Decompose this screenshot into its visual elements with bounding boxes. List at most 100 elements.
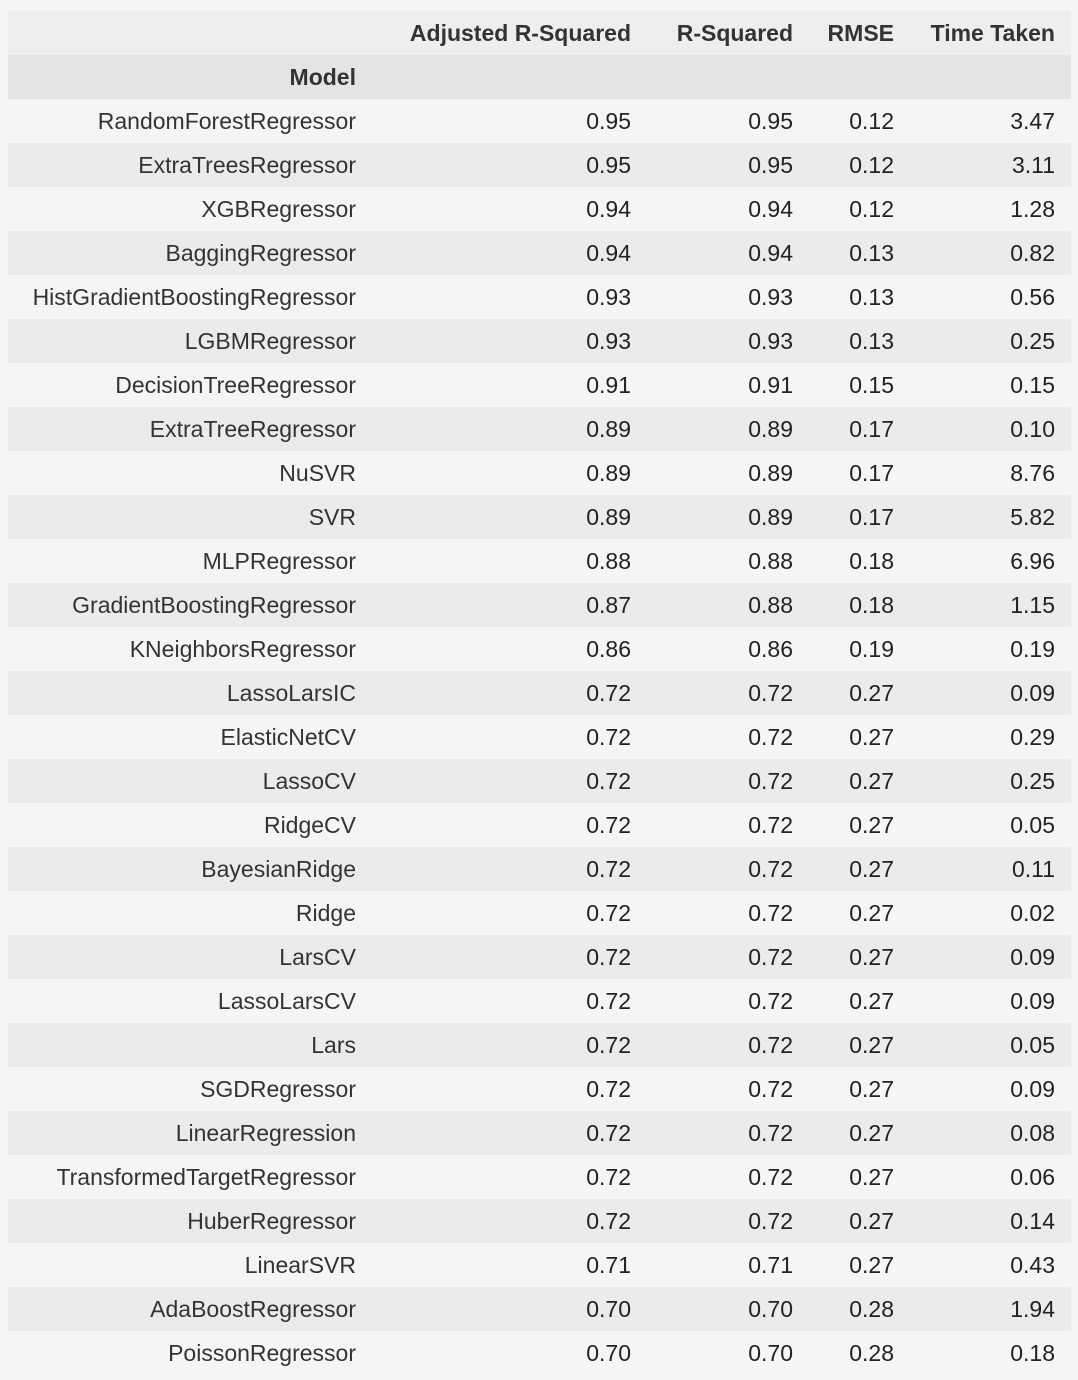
rmse-cell: 0.27 xyxy=(849,855,894,882)
table-row: LassoLarsIC 0.72 0.72 0.27 0.09 xyxy=(8,671,1071,715)
adjusted-r-squared-cell: 0.94 xyxy=(586,239,631,266)
rmse-cell: 0.12 xyxy=(849,151,894,178)
adjusted-r-squared-cell: 0.70 xyxy=(586,1339,631,1366)
time-taken-cell: 0.02 xyxy=(1010,899,1055,926)
time-taken-cell: 0.09 xyxy=(1010,987,1055,1014)
blank-header-cell xyxy=(894,55,1071,99)
time-taken-cell: 3.11 xyxy=(1011,151,1055,178)
model-name-cell: MLPRegressor xyxy=(202,547,356,574)
adjusted-r-squared-cell: 0.72 xyxy=(586,1031,631,1058)
rmse-cell: 0.28 xyxy=(849,1339,894,1366)
model-name-cell: LassoLarsCV xyxy=(217,987,356,1014)
r-squared-cell: 0.89 xyxy=(748,459,793,486)
time-taken-cell: 0.43 xyxy=(1010,1251,1055,1278)
blank-header-cell xyxy=(793,55,894,99)
model-name-cell: ExtraTreeRegressor xyxy=(149,415,356,442)
r-squared-cell: 0.72 xyxy=(748,1163,793,1190)
column-header-time-taken: Time Taken xyxy=(894,11,1071,55)
table-row: BayesianRidge 0.72 0.72 0.27 0.11 xyxy=(8,847,1071,891)
table-row: LinearRegression 0.72 0.72 0.27 0.08 xyxy=(8,1111,1071,1155)
table-row: RandomForestRegressor 0.95 0.95 0.12 3.47 xyxy=(8,99,1071,143)
rmse-cell: 0.27 xyxy=(849,723,894,750)
blank-header-cell xyxy=(631,55,793,99)
r-squared-cell: 0.89 xyxy=(748,503,793,530)
r-squared-cell: 0.89 xyxy=(748,415,793,442)
adjusted-r-squared-cell: 0.72 xyxy=(586,1119,631,1146)
table-row: NuSVR 0.89 0.89 0.17 8.76 xyxy=(8,451,1071,495)
rmse-cell: 0.27 xyxy=(849,679,894,706)
table-row: MLPRegressor 0.88 0.88 0.18 6.96 xyxy=(8,539,1071,583)
table-row: HistGradientBoostingRegressor 0.93 0.93 0.1… xyxy=(8,275,1071,319)
table-header: Adjusted R-Squared R-Squared RMSE Time T… xyxy=(8,11,1071,99)
adjusted-r-squared-cell: 0.72 xyxy=(586,943,631,970)
table-row: LGBMRegressor 0.93 0.93 0.13 0.25 xyxy=(8,319,1071,363)
rmse-cell: 0.27 xyxy=(849,1119,894,1146)
r-squared-cell: 0.70 xyxy=(748,1339,793,1366)
rmse-cell: 0.27 xyxy=(849,943,894,970)
table-row: AdaBoostRegressor 0.70 0.70 0.28 1.94 xyxy=(8,1287,1071,1331)
time-taken-cell: 0.05 xyxy=(1010,1031,1055,1058)
column-header-adjusted-r-squared: Adjusted R-Squared xyxy=(356,11,631,55)
table-row: KNeighborsRegressor 0.86 0.86 0.19 0.19 xyxy=(8,627,1071,671)
table-row: Lars 0.72 0.72 0.27 0.05 xyxy=(8,1023,1071,1067)
r-squared-cell: 0.72 xyxy=(748,723,793,750)
time-taken-cell: 3.47 xyxy=(1010,107,1055,134)
adjusted-r-squared-cell: 0.87 xyxy=(586,591,631,618)
adjusted-r-squared-cell: 0.88 xyxy=(586,547,631,574)
table-row: TransformedTargetRegressor 0.72 0.72 0.27 0.… xyxy=(8,1155,1071,1199)
model-name-cell: LinearRegression xyxy=(175,1119,356,1146)
rmse-cell: 0.13 xyxy=(849,239,894,266)
time-taken-cell: 0.06 xyxy=(1010,1163,1055,1190)
adjusted-r-squared-cell: 0.72 xyxy=(586,1163,631,1190)
r-squared-cell: 0.72 xyxy=(748,1031,793,1058)
adjusted-r-squared-cell: 0.95 xyxy=(586,151,631,178)
model-name-cell: GradientBoostingRegressor xyxy=(72,591,356,618)
adjusted-r-squared-cell: 0.91 xyxy=(586,371,631,398)
model-name-cell: NuSVR xyxy=(279,459,356,486)
adjusted-r-squared-cell: 0.72 xyxy=(586,811,631,838)
model-name-cell: HistGradientBoostingRegressor xyxy=(32,283,356,310)
r-squared-cell: 0.72 xyxy=(748,987,793,1014)
model-name-cell: KNeighborsRegressor xyxy=(129,635,356,662)
adjusted-r-squared-cell: 0.95 xyxy=(586,107,631,134)
adjusted-r-squared-cell: 0.89 xyxy=(586,459,631,486)
model-name-cell: LarsCV xyxy=(279,943,356,970)
r-squared-cell: 0.71 xyxy=(748,1251,793,1278)
table-row: DecisionTreeRegressor 0.91 0.91 0.15 0.15 xyxy=(8,363,1071,407)
time-taken-cell: 0.56 xyxy=(1010,283,1055,310)
table-row: HuberRegressor 0.72 0.72 0.27 0.14 xyxy=(8,1199,1071,1243)
rmse-cell: 0.27 xyxy=(849,1163,894,1190)
time-taken-cell: 1.15 xyxy=(1010,591,1055,618)
table-row: PoissonRegressor 0.70 0.70 0.28 0.18 xyxy=(8,1331,1071,1375)
time-taken-cell: 0.25 xyxy=(1010,767,1055,794)
table-row: SVR 0.89 0.89 0.17 5.82 xyxy=(8,495,1071,539)
adjusted-r-squared-cell: 0.72 xyxy=(586,855,631,882)
time-taken-cell: 0.25 xyxy=(1010,327,1055,354)
time-taken-cell: 0.08 xyxy=(1010,1119,1055,1146)
adjusted-r-squared-cell: 0.89 xyxy=(586,503,631,530)
time-taken-cell: 5.82 xyxy=(1010,503,1055,530)
r-squared-cell: 0.94 xyxy=(748,195,793,222)
r-squared-cell: 0.88 xyxy=(748,591,793,618)
model-name-cell: XGBRegressor xyxy=(201,195,356,222)
table-row: LarsCV 0.72 0.72 0.27 0.09 xyxy=(8,935,1071,979)
model-name-cell: HuberRegressor xyxy=(187,1207,356,1234)
rmse-cell: 0.18 xyxy=(849,547,894,574)
rmse-cell: 0.15 xyxy=(849,371,894,398)
adjusted-r-squared-cell: 0.71 xyxy=(586,1251,631,1278)
table-row: LassoCV 0.72 0.72 0.27 0.25 xyxy=(8,759,1071,803)
time-taken-cell: 1.94 xyxy=(1010,1295,1055,1322)
r-squared-cell: 0.72 xyxy=(748,1119,793,1146)
time-taken-cell: 0.19 xyxy=(1010,635,1055,662)
model-name-cell: BaggingRegressor xyxy=(165,239,356,266)
model-name-cell: SVR xyxy=(308,503,356,530)
rmse-cell: 0.27 xyxy=(849,1031,894,1058)
time-taken-cell: 8.76 xyxy=(1010,459,1055,486)
table-row: RidgeCV 0.72 0.72 0.27 0.05 xyxy=(8,803,1071,847)
model-name-cell: LassoCV xyxy=(262,767,356,794)
time-taken-cell: 0.10 xyxy=(1010,415,1055,442)
model-name-cell: AdaBoostRegressor xyxy=(150,1295,356,1322)
adjusted-r-squared-cell: 0.94 xyxy=(586,195,631,222)
r-squared-cell: 0.72 xyxy=(748,899,793,926)
r-squared-cell: 0.91 xyxy=(748,371,793,398)
